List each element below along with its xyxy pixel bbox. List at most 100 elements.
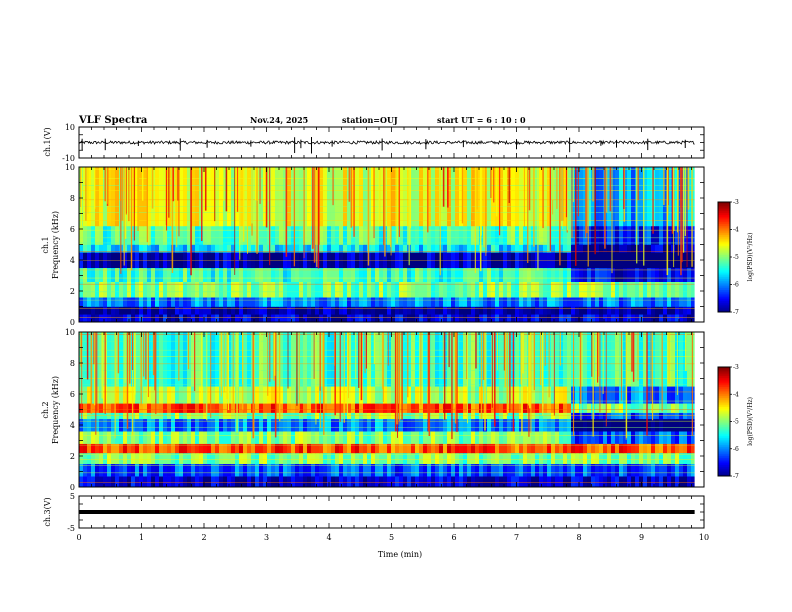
ch1-spectrogram-band-cell [215, 244, 220, 253]
ch2-spectrogram-band-cell [147, 431, 152, 444]
ch1-spectrogram-band-cell [275, 306, 280, 315]
ch2-spectrogram-band-cell [559, 452, 564, 465]
ch1-spectrogram-band-cell [683, 306, 688, 315]
ch2-spectrogram-band-cell [315, 443, 320, 454]
ch2-spectrogram-band-cell [171, 386, 176, 404]
ch1-spectrogram-band-cell [415, 314, 420, 323]
ch1-spectrogram-band-cell [611, 225, 616, 245]
ch1-spectrogram-band-cell [639, 306, 644, 315]
ch1-spectrogram-band-cell [279, 267, 284, 282]
ch1-spectrogram-band-cell [643, 244, 648, 253]
ch1-spectrogram-band-cell [243, 225, 248, 245]
ch1-spectrogram-band-cell [291, 314, 296, 323]
ch1-spectrogram-band-cell [195, 167, 200, 227]
ch1-spectrogram-band-cell [131, 167, 136, 227]
ch1-spectrogram-band-cell [607, 167, 612, 227]
ch1-spectrogram-band-cell [659, 167, 664, 227]
ch1-spectrogram-band-cell [435, 281, 440, 298]
ch2-spectrogram-band-cell [583, 403, 588, 413]
ch1-spectrogram-band-cell [191, 267, 196, 282]
ch2-spectrogram-band-cell [271, 412, 276, 420]
ch2-spectrogram-band-cell [215, 463, 220, 477]
ch2-spectrogram-band-cell [363, 412, 368, 420]
ch2-spectrogram-band-cell [395, 452, 400, 465]
ch1-spectrogram-band-cell [571, 225, 576, 245]
ch2-spectrogram-band-cell [347, 412, 352, 420]
ch1-colorbar-swatch [718, 271, 730, 274]
ch1-spectrogram-band-cell [151, 244, 156, 253]
ch2-spectrogram-band-cell [635, 386, 640, 404]
ch2-spectrogram-band-cell [295, 418, 300, 432]
ch1-spectrogram-band-cell [147, 297, 152, 307]
ch1-spectrogram-band-cell [531, 281, 536, 298]
ch2-spectrogram-band-cell [187, 476, 192, 488]
ch1-spectrogram-band-cell [219, 244, 224, 253]
ch1-spectrogram-band-cell [423, 306, 428, 315]
ch2-spectrogram-band-cell [379, 386, 384, 404]
ch1-colorbar-swatch [718, 255, 730, 258]
ch1-spectrogram-band-cell [387, 297, 392, 307]
ch2-spectrogram-band-cell [79, 443, 84, 454]
ch2-spectrogram-band-cell [371, 463, 376, 477]
ch2-colorbar-swatch [718, 383, 730, 386]
ch2-spectrogram-band-cell [515, 403, 520, 413]
ch2-spectrogram-band-cell [459, 412, 464, 420]
ch2-spectrogram-band-cell [119, 418, 124, 432]
ch2-spectrogram-band-cell [559, 403, 564, 413]
station-label: station=OUJ [342, 115, 398, 125]
ch2-spectrogram-band-cell [203, 443, 208, 454]
ch1-spectrogram-band-cell [251, 306, 256, 315]
ch2-spectrogram-band-cell [291, 418, 296, 432]
ch2-spectrogram-band-cell [331, 431, 336, 444]
ch2-spectrogram-band-cell [499, 463, 504, 477]
ch2-spectrogram-band-cell [271, 463, 276, 477]
ch2-spectrogram-band-cell [131, 452, 136, 465]
ch2-spectrogram-band-cell [347, 403, 352, 413]
ch2-spectrogram-band-cell [147, 403, 152, 413]
ch2-spectrogram-band-cell [143, 452, 148, 465]
ch2-spectrogram-band-cell [655, 403, 660, 413]
ch1-spectrogram-band-cell [379, 244, 384, 253]
ch2-spectrogram-band-cell [387, 443, 392, 454]
ch2-spectrogram-band-cell [287, 418, 292, 432]
ch2-spectrogram-band-cell [399, 412, 404, 420]
ch2-spectrogram-band-cell [175, 386, 180, 404]
ch2-spectrogram-band-cell [499, 452, 504, 465]
ch2-spectrogram-band-cell [247, 463, 252, 477]
ch1-spectrogram-band-cell [251, 167, 256, 227]
ch2-spectrogram-band-cell [415, 418, 420, 432]
ch1-spectrogram-band-cell [111, 281, 116, 298]
ch1-spectrogram-band-cell [247, 281, 252, 298]
ch2-spectrogram-band-cell [267, 476, 272, 488]
ch1-spectrogram-band-cell [411, 225, 416, 245]
ch2-spectrogram-band-cell [231, 452, 236, 465]
ch1-spectrogram-band-cell [415, 306, 420, 315]
ch2-spectrogram-band-cell [347, 452, 352, 465]
ch1-spectrogram-band-cell [135, 244, 140, 253]
ch1-spectrogram-band-cell [107, 314, 112, 323]
ch2-spectrogram-band-cell [607, 412, 612, 420]
ch2-spectrogram-band-cell [423, 412, 428, 420]
ch1-spectrogram-band-cell [539, 225, 544, 245]
ch1-spectrogram-band-cell [467, 244, 472, 253]
ch2-spectrogram-band-cell [495, 452, 500, 465]
ch2-spectrogram-band-cell [371, 403, 376, 413]
ch2-spectrogram-band-cell [259, 463, 264, 477]
ch1-spectrogram-band-cell [267, 281, 272, 298]
ch1-spectrogram-band-cell [223, 306, 228, 315]
ch2-spectrogram-band-cell [403, 403, 408, 413]
ch1-spectrogram-band-cell [451, 297, 456, 307]
ch1-spectrogram-band-cell [679, 281, 684, 298]
ch2-colorbar-swatch [718, 426, 730, 430]
ch2-spectrogram-band-cell [691, 418, 696, 432]
ch2-spectrogram-band-cell [311, 476, 316, 488]
ch2-spectrogram-band-cell [279, 452, 284, 465]
ch2-spectrogram-band-cell [575, 332, 580, 387]
ch1-spectrogram-band-cell [175, 267, 180, 282]
ch2-spectrogram-band-cell [615, 463, 620, 477]
ch1-spectrogram-band-cell [311, 306, 316, 315]
ch2-spectrogram-band-cell [159, 418, 164, 432]
ch2-spectrogram-band-cell [291, 412, 296, 420]
ch2-spectrogram-band-cell [411, 443, 416, 454]
ch2-spectrogram-band-cell [655, 463, 660, 477]
